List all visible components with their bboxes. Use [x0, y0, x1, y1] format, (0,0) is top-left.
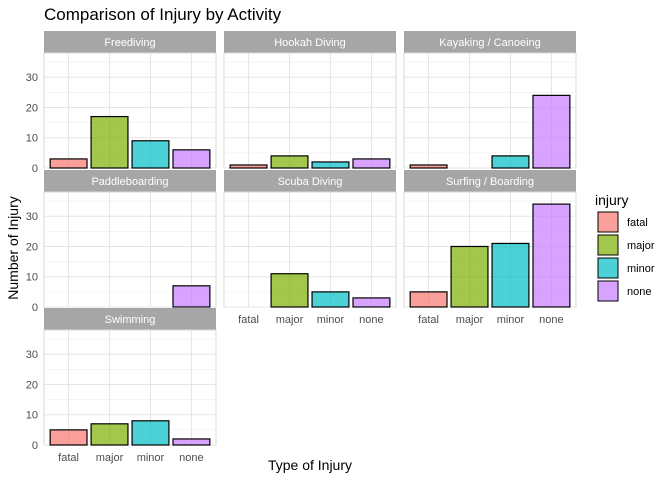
bar-minor	[311, 161, 350, 169]
chart-title: Comparison of Injury by Activity	[44, 5, 282, 24]
x-tick-label: none	[179, 452, 203, 464]
facet-strip-label: Freediving	[104, 37, 155, 49]
bar-minor	[131, 420, 170, 446]
bar-major	[90, 115, 129, 169]
facet-strip	[44, 308, 216, 330]
x-tick-label: fatal	[238, 314, 259, 326]
bar-minor	[491, 155, 530, 169]
bar-major	[90, 423, 129, 446]
bar-fatal	[409, 164, 448, 169]
legend-title: injury	[595, 192, 628, 208]
bar-none	[352, 158, 391, 169]
x-tick-label: none	[359, 314, 383, 326]
facet-plot-area	[223, 191, 397, 308]
y-tick-label: 0	[32, 302, 38, 314]
x-tick-label: major	[456, 314, 484, 326]
bar-fatal	[409, 291, 448, 308]
facet-strip-label: Scuba Diving	[278, 176, 343, 188]
x-tick-label: major	[96, 452, 124, 464]
legend-item-label: major	[627, 240, 655, 252]
bar-major	[270, 273, 309, 308]
x-tick-label: fatal	[418, 314, 439, 326]
y-tick-label: 10	[26, 410, 38, 422]
facet-strip-label: Paddleboarding	[91, 176, 168, 188]
facet-panel: Surfing / Boarding fatal major minor none	[403, 170, 577, 326]
y-tick-label: 0	[32, 440, 38, 452]
facet-plot-area	[43, 52, 217, 169]
legend: injury fatal major minor none	[595, 192, 655, 302]
facet-panel: Paddleboarding 0 10 20 30	[26, 170, 217, 314]
facet-panel: Scuba Diving fatal major minor none	[223, 170, 397, 326]
bar-none	[172, 149, 211, 169]
facet-strip	[404, 31, 576, 53]
legend-swatch-minor	[597, 257, 619, 279]
x-tick-label: none	[539, 314, 563, 326]
facet-panel: Kayaking / Canoeing	[403, 31, 577, 169]
bar-none	[352, 297, 391, 308]
bar-fatal	[49, 429, 88, 446]
legend-item-label: fatal	[627, 217, 648, 229]
y-tick-label: 30	[26, 349, 38, 361]
facet-strip-label: Surfing / Boarding	[446, 176, 534, 188]
x-tick-label: minor	[137, 452, 165, 464]
bar-none	[172, 285, 211, 308]
y-tick-label: 30	[26, 211, 38, 223]
facet-strip	[44, 31, 216, 53]
facet-plot-area	[223, 52, 397, 169]
y-tick-label: 0	[32, 163, 38, 175]
legend-swatch-fatal	[597, 211, 619, 233]
facet-strip-label: Hookah Diving	[274, 37, 346, 49]
facet-plot-area	[43, 329, 217, 446]
bar-none	[532, 94, 571, 169]
y-tick-label: 30	[26, 72, 38, 84]
y-tick-label: 20	[26, 102, 38, 114]
facet-panel: Hookah Diving	[223, 31, 397, 169]
legend-swatch-major	[597, 234, 619, 256]
facet-panel: Swimming 0 10 20 30 fatal major minor none	[26, 308, 217, 464]
legend-item-label: none	[627, 286, 651, 298]
x-tick-label: major	[276, 314, 304, 326]
y-tick-label: 20	[26, 241, 38, 253]
legend-swatch-none	[597, 280, 619, 302]
facet-panels: Freediving 0 10 20 30 Hookah Diving Kayaking /…	[26, 31, 577, 464]
x-tick-label: minor	[317, 314, 345, 326]
bar-minor	[311, 291, 350, 308]
facet-strip	[44, 170, 216, 192]
bar-minor	[491, 242, 530, 308]
x-tick-label: fatal	[58, 452, 79, 464]
bar-fatal	[49, 158, 88, 169]
y-tick-label: 20	[26, 379, 38, 391]
bar-none	[532, 203, 571, 308]
y-tick-label: 10	[26, 272, 38, 284]
legend-item-label: minor	[627, 263, 655, 275]
y-tick-label: 10	[26, 133, 38, 145]
bar-minor	[131, 140, 170, 169]
bar-fatal	[229, 164, 268, 169]
facet-strip-label: Swimming	[105, 314, 156, 326]
x-axis-label: Type of Injury	[268, 457, 352, 473]
bar-major	[450, 245, 489, 308]
facet-strip	[404, 170, 576, 192]
facet-strip	[224, 170, 396, 192]
bar-major	[270, 155, 309, 169]
bar-none	[172, 438, 211, 446]
y-axis-label: Number of Injury	[5, 196, 21, 299]
facet-panel: Freediving 0 10 20 30	[26, 31, 217, 175]
facet-strip	[224, 31, 396, 53]
x-tick-label: minor	[497, 314, 525, 326]
facet-strip-label: Kayaking / Canoeing	[439, 37, 541, 49]
